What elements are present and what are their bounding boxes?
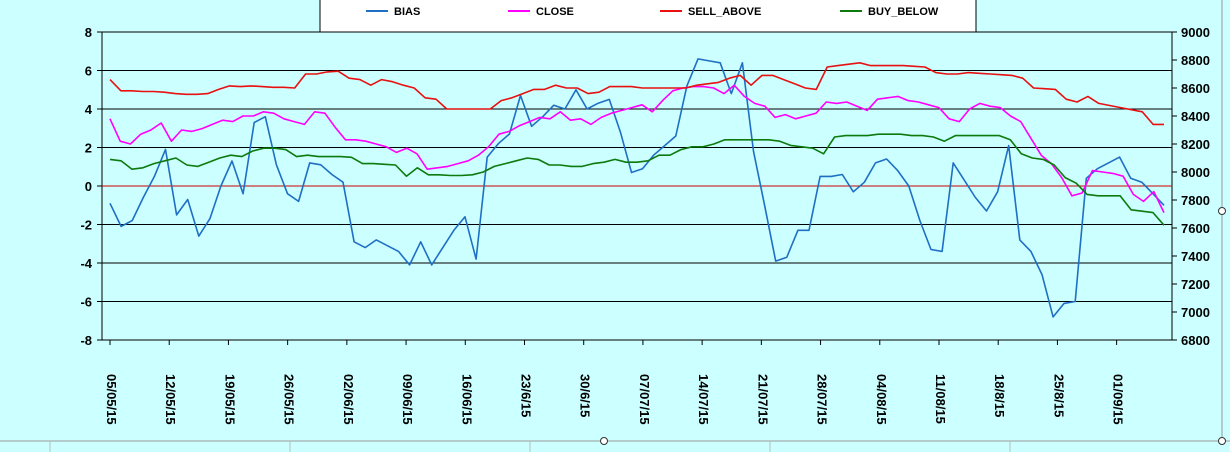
x-tick-label: 19/05/15 — [222, 374, 237, 425]
x-tick-label: 25/8/15 — [1051, 374, 1066, 417]
right-tick-label: 7200 — [1181, 277, 1210, 292]
right-tick-label: 6800 — [1181, 333, 1210, 348]
right-tick-label: 7400 — [1181, 249, 1210, 264]
right-tick-label: 8800 — [1181, 53, 1210, 68]
right-tick-label: 7600 — [1181, 221, 1210, 236]
left-tick-label: 6 — [85, 64, 92, 79]
right-tick-label: 7800 — [1181, 193, 1210, 208]
right-axis: 9000 8800 8600 8400 8200 8000 7800 7600 7400 7200… — [1172, 25, 1210, 348]
left-tick-label: 2 — [85, 141, 92, 156]
resize-handle-bottom[interactable] — [600, 437, 608, 445]
resize-handle-corner[interactable] — [1218, 437, 1226, 445]
x-tick-label: 18/8/15 — [992, 374, 1007, 417]
x-tick-label: 07/07/15 — [637, 374, 652, 425]
x-tick-label: 30/6/15 — [578, 374, 593, 417]
x-tick-label: 16/06/15 — [459, 374, 474, 425]
gridlines — [102, 70, 1172, 302]
left-tick-label: -4 — [80, 256, 92, 271]
x-tick-label: 28/07/15 — [815, 374, 830, 425]
x-tick-label: 09/06/15 — [400, 374, 415, 425]
left-tick-label: 8 — [85, 25, 92, 40]
legend-label: BUY_BELOW — [868, 6, 939, 18]
left-tick-label: -6 — [80, 295, 92, 310]
x-tick-label: 21/07/15 — [755, 374, 770, 425]
series-lines — [109, 58, 1165, 318]
series-line-buy-below — [109, 133, 1165, 226]
left-tick-label: 4 — [85, 102, 93, 117]
x-tick-label: 04/08/15 — [874, 374, 889, 425]
legend-label: BIAS — [394, 6, 420, 18]
x-axis: 05/05/15 12/05/15 19/05/15 26/05/15 02/06/15… — [104, 340, 1126, 425]
legend-label: CLOSE — [536, 6, 574, 18]
series-line-sell-above — [109, 61, 1164, 126]
x-tick-label: 11/08/15 — [933, 374, 948, 424]
left-axis: 8 6 4 2 0 -2 -4 -6 -8 — [80, 25, 102, 348]
left-tick-label: 0 — [85, 179, 92, 194]
bottom-ruler-ticks — [49, 441, 1011, 452]
left-tick-label: -2 — [80, 218, 92, 233]
legend: BIAS CLOSE SELL_ABOVE BUY_BELOW — [319, 0, 977, 33]
x-tick-label: 26/05/15 — [282, 374, 297, 425]
legend-box — [319, 0, 977, 33]
x-tick-label: 12/05/15 — [163, 374, 178, 425]
series-line-bias — [109, 58, 1165, 318]
right-tick-label: 9000 — [1181, 25, 1210, 40]
right-tick-label: 8200 — [1181, 137, 1210, 152]
left-tick-label: -8 — [80, 333, 92, 348]
x-tick-label: 14/07/15 — [696, 374, 711, 425]
right-tick-label: 8400 — [1181, 109, 1210, 124]
right-tick-label: 8600 — [1181, 81, 1210, 96]
x-tick-label: 01/09/15 — [1111, 374, 1126, 425]
right-tick-label: 8000 — [1181, 165, 1210, 180]
series-line-close — [109, 84, 1165, 213]
resize-handle-right[interactable] — [1218, 207, 1226, 215]
x-tick-label: 02/06/15 — [341, 374, 356, 425]
right-tick-label: 7000 — [1181, 305, 1210, 320]
x-tick-label: 05/05/15 — [104, 374, 119, 425]
legend-label: SELL_ABOVE — [688, 6, 761, 18]
x-tick-label: 23/6/15 — [518, 374, 533, 417]
